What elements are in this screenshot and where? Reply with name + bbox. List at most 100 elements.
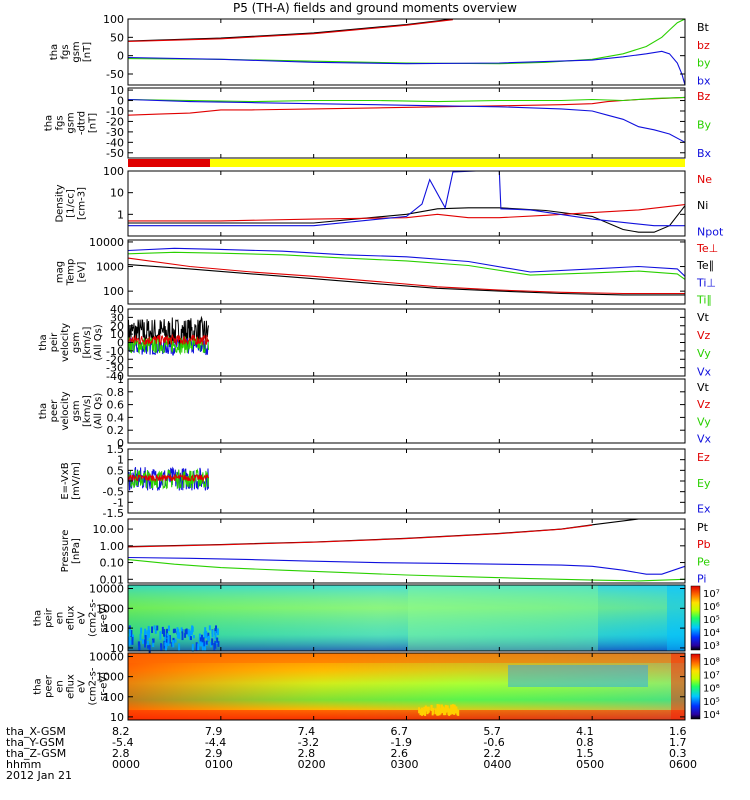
legend-entry: Vy — [697, 347, 711, 360]
spectrogram-cell — [202, 637, 205, 642]
x-row-label: tha_Z-GSM — [6, 747, 67, 760]
colorbar: 10⁷ 10⁶ 10⁵ 10⁴ 10³ — [690, 585, 720, 652]
panel-frame — [127, 448, 686, 514]
spectrogram-band — [128, 710, 685, 720]
spectrogram-cell — [216, 637, 219, 643]
y-axis-title-line: gsm — [71, 332, 82, 353]
series-bx — [127, 50, 686, 86]
legend-entry: Ti∥ — [696, 294, 712, 307]
colorbar-tick-label: 10⁶ — [703, 602, 720, 613]
spectrogram-cell — [178, 632, 181, 639]
y-tick-label: 0 — [117, 475, 124, 488]
y-tick-label: 100 — [103, 622, 124, 635]
spectrogram-cell — [159, 631, 162, 640]
y-axis-title-line: en — [55, 612, 66, 625]
y-axis-title-line: -dtrd — [77, 111, 88, 135]
series-Ti∥ — [127, 251, 686, 280]
spectrogram-cell — [184, 633, 187, 638]
y-axis-title-line: [nT] — [88, 113, 99, 133]
y-tick-label: 40 — [110, 303, 124, 316]
legend-entry: Ez — [697, 451, 710, 464]
y-axis-title-line: (All Qs) — [93, 324, 104, 361]
spectrogram-cell — [214, 631, 217, 640]
x-row-value: 0000 — [112, 758, 140, 771]
y-tick-label: 100 — [103, 691, 124, 704]
spectrogram-cell — [441, 707, 444, 714]
y-tick-label: -50 — [106, 147, 124, 160]
legend-entry: Pi — [697, 573, 706, 586]
spectrogram-cell — [434, 708, 437, 715]
panel-frame — [127, 308, 686, 377]
x-row-value: 0300 — [390, 758, 419, 771]
x-row-value: 2.8 — [112, 747, 130, 760]
spectrogram-cell — [173, 628, 176, 633]
spectrogram-cell — [436, 704, 439, 711]
y-axis-title: tha peer en eflux eV (cm2-s-sr-eV) — [33, 667, 110, 705]
spectrogram-cell — [174, 639, 177, 643]
spectrogram-cell — [208, 625, 211, 631]
spectrogram-cell — [419, 709, 422, 716]
y-axis-title-line: [km/s] — [82, 326, 93, 358]
spectrogram-cell — [195, 642, 198, 651]
y-axis-title-line: [1/cc] — [66, 189, 77, 218]
y-tick-label: 0.8 — [107, 386, 125, 399]
series-Vx — [127, 337, 209, 356]
x-row-value: 6.7 — [390, 725, 409, 738]
spectrogram-cell — [151, 626, 154, 633]
y-tick-label: 0.2 — [107, 424, 125, 437]
y-tick-label: -30 — [106, 362, 124, 375]
y-tick-label: 1.00 — [100, 540, 125, 553]
spectrogram-cell — [164, 635, 167, 643]
spectrogram-cell — [147, 626, 150, 632]
spectrogram-cell — [187, 629, 190, 637]
legend-entry: Bt — [697, 21, 710, 34]
x-row-value: -1.9 — [390, 736, 412, 749]
y-axis-title-line: eV — [77, 611, 88, 624]
spectrogram-cell — [439, 708, 442, 715]
y-tick-label: -30 — [106, 126, 124, 139]
spectrogram-cell — [167, 625, 170, 632]
y-tick-label: 10 — [110, 642, 124, 655]
x-row-value: 1.5 — [576, 747, 594, 760]
series-By — [127, 96, 686, 103]
spectrogram-cell — [146, 632, 149, 641]
series-Pb — [127, 524, 593, 548]
x-row-value: 0100 — [204, 758, 233, 771]
spectrogram-cell — [167, 637, 170, 646]
legend-entry: by — [697, 57, 711, 70]
spectrogram-cell — [165, 642, 168, 649]
y-axis-title-line: eflux — [66, 674, 77, 699]
series-Vt — [127, 315, 209, 348]
panel-frame — [127, 518, 686, 584]
y-axis-title-line: gsm — [71, 41, 82, 62]
spectrogram-cell — [453, 708, 456, 715]
legend-entry: Vz — [697, 398, 711, 411]
spectrogram-cell — [437, 704, 440, 711]
y-tick-label: 1000 — [96, 671, 124, 684]
spectrogram-cell — [192, 635, 195, 639]
spectrogram-cell — [144, 630, 147, 635]
panel-mode_bar — [128, 159, 685, 167]
panel-efield: 1.510.50-0.5-1-1.5 E=-VxB [mV/m] Ez Ey Ex — [60, 443, 711, 520]
series-Pe — [127, 559, 686, 582]
x-row-value: 2.6 — [390, 747, 409, 760]
panel-fgs_gsm: 100 50 0 -50 tha fgs gsm [nT] Bt bz by bx — [49, 13, 711, 87]
panel-pressure: 10.00 1.00 0.10 0.01 Pressure [nPa] Pt Pb Pe Pi — [60, 518, 711, 586]
x-row-value: 7.4 — [297, 725, 316, 738]
spectrogram-cell — [146, 640, 149, 646]
series-Te⊥ — [127, 257, 685, 295]
x-row-value: 5.7 — [483, 725, 501, 738]
spectrogram-cell — [200, 634, 203, 640]
spectrogram-cells — [128, 585, 685, 654]
spectrogram-cell — [451, 708, 454, 715]
legend-entry: Npot — [697, 225, 724, 238]
spectrogram-cell — [450, 704, 453, 711]
panel-frame — [127, 18, 686, 86]
spectrogram-cell — [213, 642, 216, 651]
x-row-label: tha_Y-GSM — [6, 736, 65, 749]
mode-bar-segment-yellow — [210, 159, 685, 167]
series-Ne — [128, 204, 686, 222]
y-tick-label: 10000 — [89, 651, 124, 664]
x-row-value: 2.8 — [297, 747, 316, 760]
panel-density: 100 10 1 Density [1/cc] [cm-3] Ne Ni Npot — [55, 165, 724, 238]
